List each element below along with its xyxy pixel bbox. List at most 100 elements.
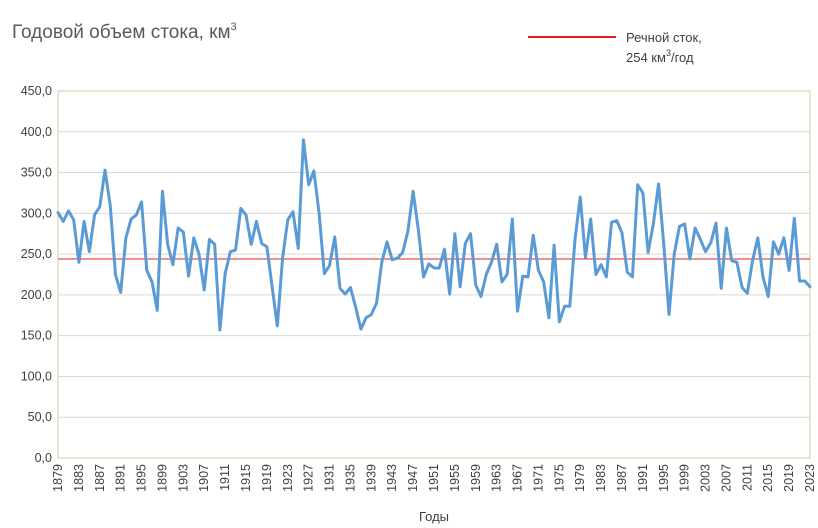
x-tick-label: 1951 bbox=[427, 464, 441, 492]
data-point bbox=[683, 222, 686, 226]
data-point bbox=[297, 247, 300, 250]
x-tick-label: 2011 bbox=[740, 464, 754, 491]
data-point bbox=[505, 273, 509, 276]
data-point bbox=[443, 248, 446, 251]
legend: Речной сток, 254 км3/год bbox=[528, 30, 702, 65]
data-point bbox=[542, 280, 545, 284]
data-point bbox=[485, 273, 488, 276]
y-axis-ticks: 0,0 50,0 100,0 150,0 200,0 250,0 300,0 350,0 400… bbox=[21, 84, 52, 465]
data-point bbox=[798, 279, 801, 283]
data-point bbox=[782, 236, 786, 239]
x-tick-label: 1903 bbox=[176, 464, 190, 492]
data-point bbox=[359, 327, 363, 331]
data-point bbox=[135, 213, 138, 217]
data-point bbox=[270, 285, 274, 288]
data-point bbox=[150, 280, 154, 284]
data-point bbox=[391, 258, 394, 262]
data-point bbox=[411, 190, 415, 193]
data-point bbox=[735, 261, 739, 264]
x-tick-label: 1963 bbox=[490, 464, 504, 492]
data-point bbox=[72, 218, 75, 222]
x-tick-label: 1883 bbox=[72, 464, 86, 492]
series-line bbox=[56, 138, 812, 332]
data-point bbox=[93, 213, 96, 217]
data-point bbox=[129, 217, 133, 221]
data-point bbox=[584, 256, 587, 259]
data-point bbox=[140, 200, 143, 204]
data-point bbox=[203, 288, 206, 292]
data-point bbox=[338, 287, 342, 290]
data-point bbox=[704, 250, 707, 253]
data-point bbox=[109, 203, 112, 207]
data-point bbox=[495, 243, 498, 246]
data-point bbox=[82, 220, 86, 223]
x-tick-label: 1943 bbox=[385, 464, 399, 492]
data-point bbox=[385, 240, 389, 244]
data-point bbox=[364, 316, 368, 319]
data-point bbox=[124, 236, 128, 239]
x-tick-label: 1919 bbox=[260, 464, 274, 492]
data-point bbox=[114, 273, 117, 276]
data-point bbox=[276, 324, 279, 328]
x-tick-label: 1975 bbox=[552, 464, 566, 492]
data-point bbox=[62, 220, 65, 223]
chart-title: Годовой объем стока, км3 bbox=[12, 21, 237, 43]
data-point bbox=[808, 285, 812, 288]
data-point bbox=[354, 305, 357, 309]
data-point bbox=[119, 291, 122, 294]
data-point bbox=[547, 316, 551, 319]
data-point bbox=[156, 309, 159, 312]
data-point bbox=[349, 286, 352, 289]
y-tick-label: 400,0 bbox=[21, 125, 52, 139]
data-point bbox=[406, 230, 410, 233]
x-tick-label: 2003 bbox=[699, 464, 713, 492]
data-point bbox=[223, 272, 227, 275]
x-tick-label: 1907 bbox=[197, 464, 211, 492]
data-point bbox=[490, 261, 493, 264]
data-point bbox=[192, 236, 195, 239]
data-point bbox=[161, 190, 164, 193]
data-point bbox=[740, 286, 744, 289]
data-point bbox=[88, 250, 91, 253]
data-point bbox=[312, 169, 316, 173]
x-tick-label: 1923 bbox=[281, 464, 295, 492]
x-tick-label: 2015 bbox=[761, 464, 775, 492]
data-point bbox=[626, 270, 629, 274]
data-point bbox=[213, 243, 216, 246]
data-point bbox=[244, 213, 248, 217]
data-point bbox=[464, 242, 467, 245]
data-point bbox=[641, 191, 645, 195]
x-tick-label: 1995 bbox=[657, 464, 671, 492]
data-point bbox=[725, 226, 728, 230]
data-point bbox=[678, 225, 681, 228]
data-point bbox=[558, 320, 561, 323]
data-point bbox=[667, 313, 671, 316]
x-tick-label: 1955 bbox=[448, 464, 462, 492]
data-point bbox=[657, 182, 660, 186]
data-point bbox=[344, 292, 347, 296]
data-point bbox=[573, 238, 577, 241]
data-point bbox=[239, 207, 242, 210]
x-tick-label: 1979 bbox=[573, 464, 587, 492]
data-point bbox=[333, 235, 336, 239]
data-point bbox=[646, 251, 650, 254]
data-point bbox=[286, 218, 289, 222]
y-tick-label: 150,0 bbox=[21, 329, 52, 343]
data-point bbox=[469, 232, 472, 235]
data-point bbox=[265, 245, 269, 248]
x-tick-label: 1915 bbox=[239, 464, 253, 492]
data-point bbox=[208, 238, 211, 241]
data-point bbox=[500, 280, 504, 284]
data-point bbox=[458, 285, 462, 288]
x-tick-label: 1931 bbox=[323, 464, 337, 492]
data-point bbox=[699, 238, 702, 241]
data-point bbox=[323, 272, 326, 275]
x-tick-label: 2007 bbox=[719, 464, 733, 492]
data-point bbox=[67, 209, 70, 213]
x-tick-label: 1895 bbox=[135, 464, 149, 492]
data-point bbox=[375, 301, 378, 305]
data-point bbox=[218, 328, 222, 332]
data-point bbox=[380, 261, 383, 264]
y-tick-label: 200,0 bbox=[21, 288, 52, 302]
x-tick-label: 1967 bbox=[511, 464, 525, 492]
